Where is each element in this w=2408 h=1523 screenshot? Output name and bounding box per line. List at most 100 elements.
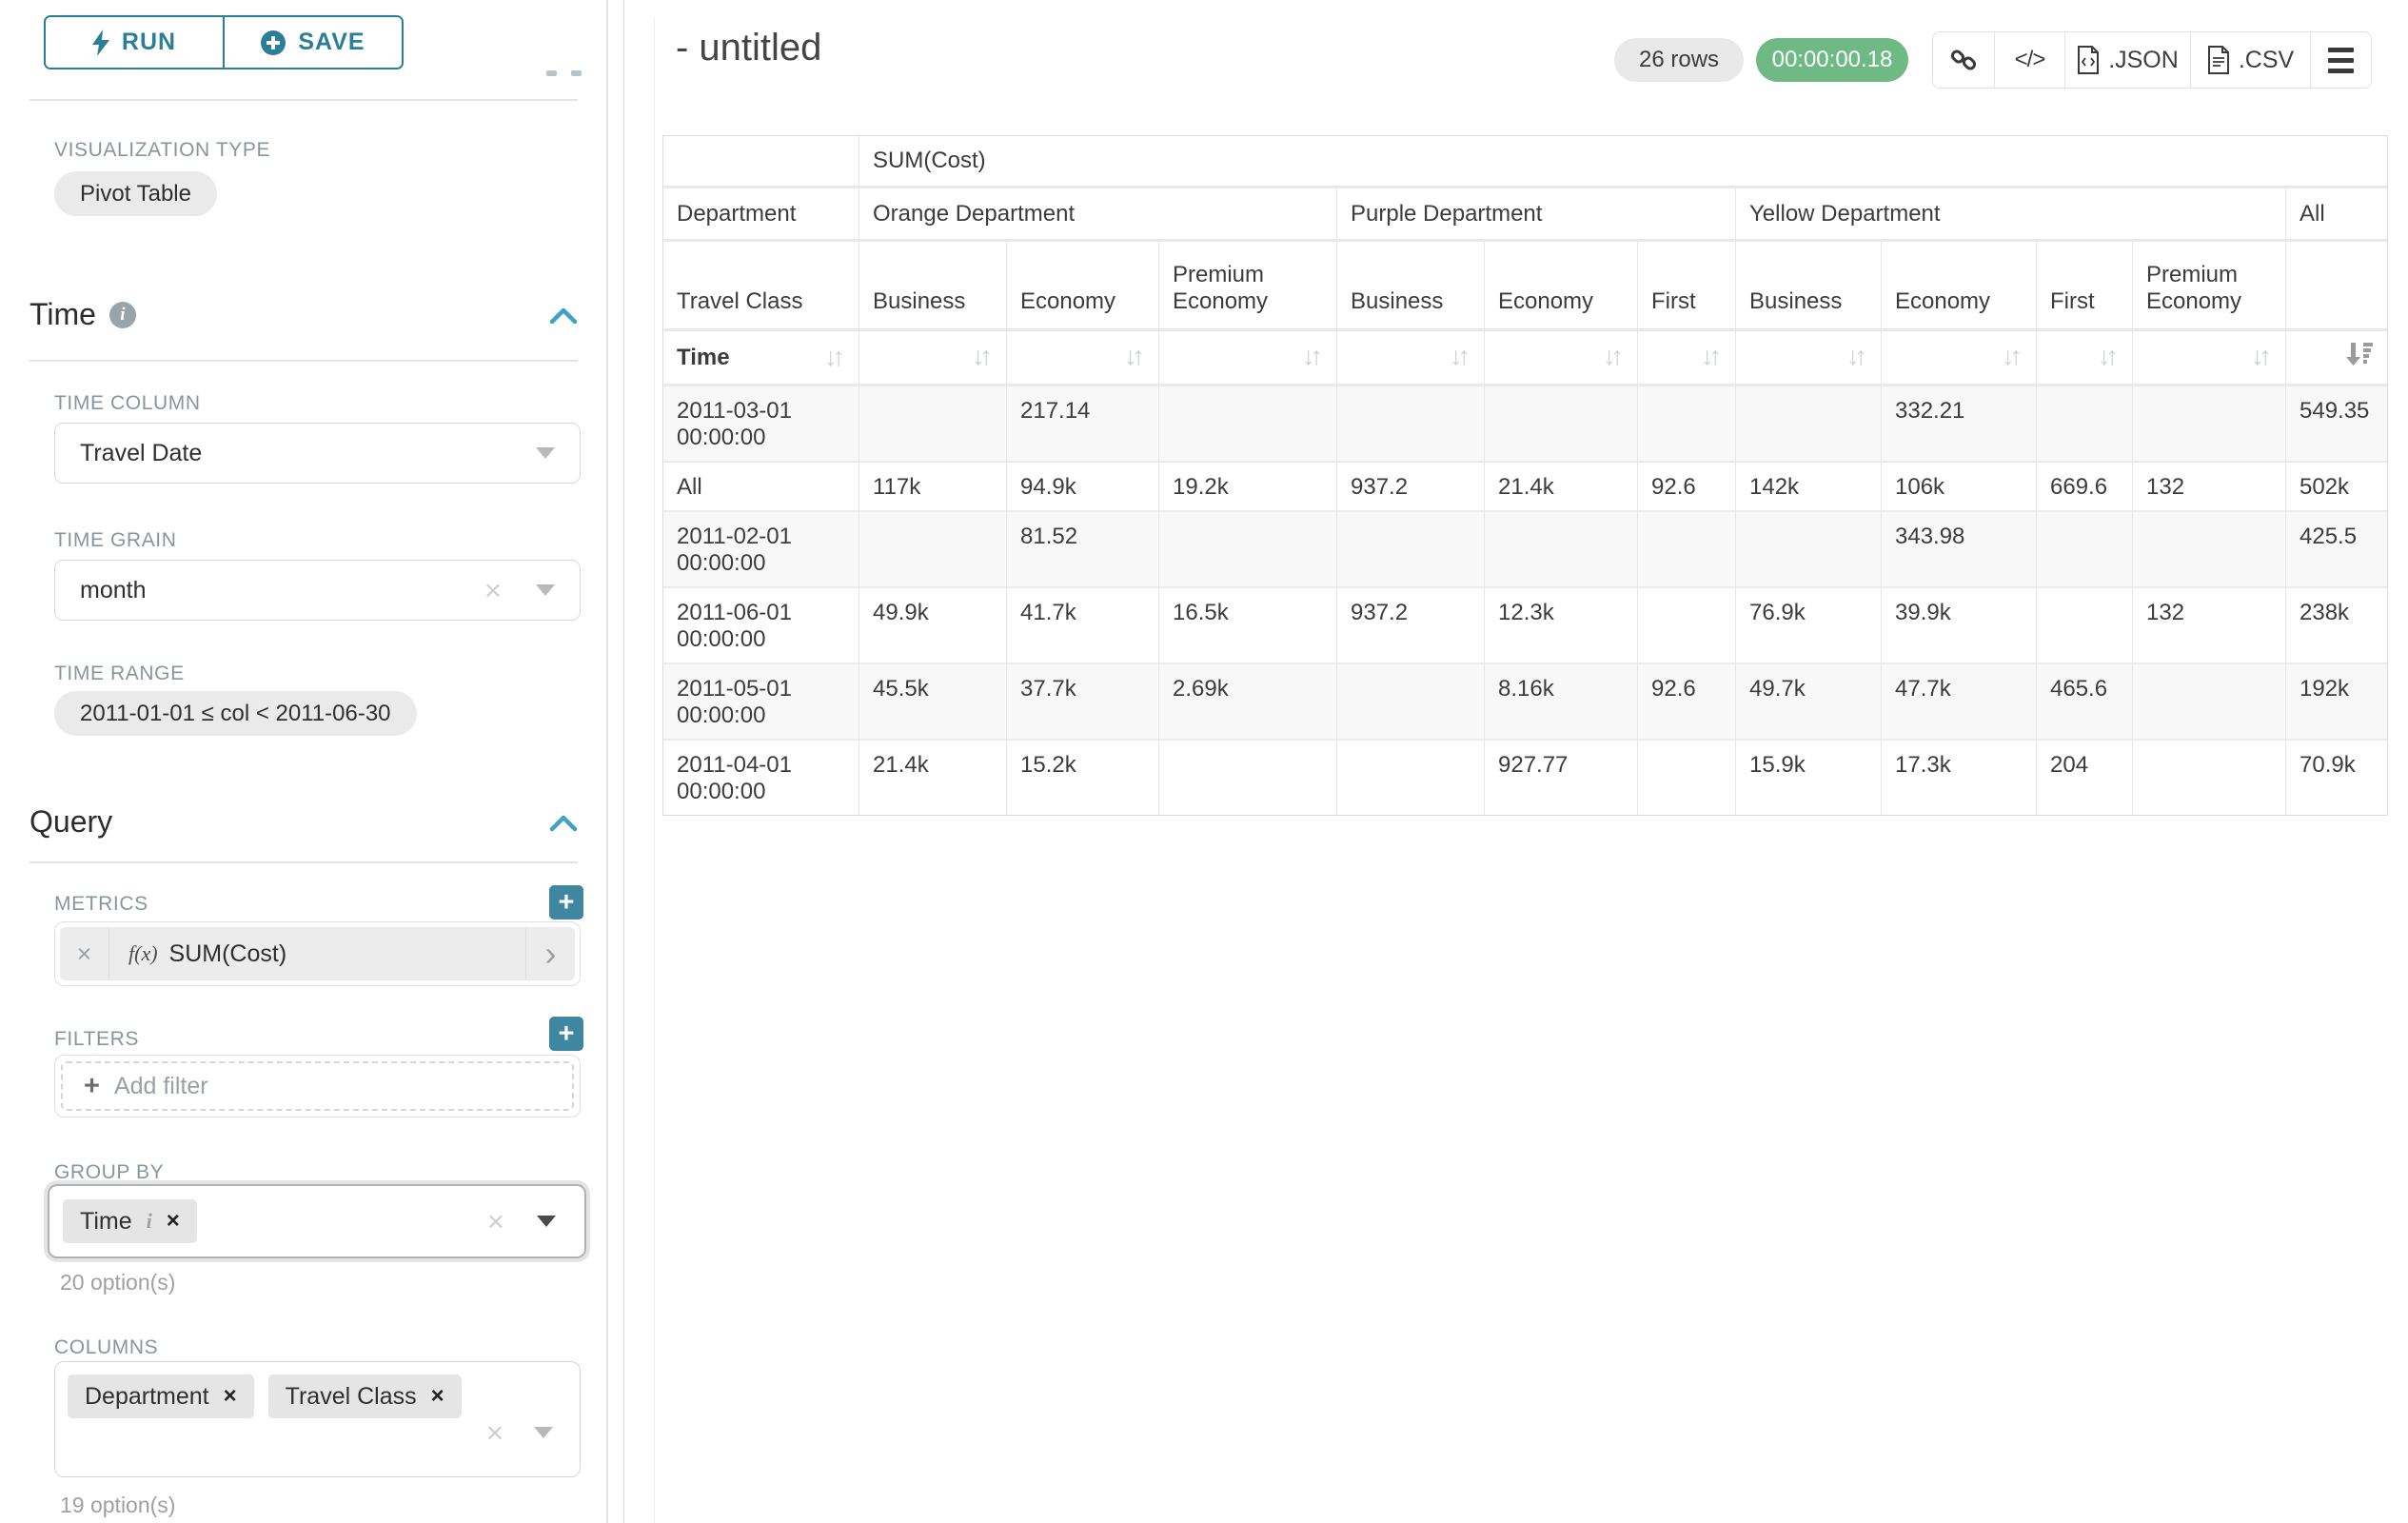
pivot-value-cell: 332.21	[1882, 386, 2037, 463]
pivot-value-cell	[1638, 386, 1736, 463]
chevron-down-icon[interactable]	[537, 1216, 556, 1227]
export-json-button[interactable]: .JSON	[2064, 32, 2190, 88]
chart-type-collapse-icon[interactable]	[571, 70, 582, 76]
selected-option-pill[interactable]: Time i ×	[63, 1199, 197, 1243]
add-filter-button[interactable]: + Add filter	[61, 1061, 574, 1111]
sort-icon[interactable]: ↓↑	[1302, 342, 1323, 370]
pivot-row-label: All	[663, 463, 859, 512]
pivot-value-cell	[1638, 741, 1736, 815]
pivot-value-cell	[2037, 386, 2133, 463]
chevron-down-icon	[536, 447, 555, 459]
divider	[30, 99, 578, 101]
metric-pill[interactable]: × f(x) SUM(Cost) ›	[60, 927, 575, 980]
pivot-value-cell	[2037, 512, 2133, 588]
sort-icon[interactable]: ↓↑	[1701, 342, 1722, 370]
clear-icon[interactable]: ×	[486, 1204, 504, 1238]
sort-icon[interactable]: ↓↑	[824, 343, 845, 371]
group-by-select[interactable]: Time i × ×	[48, 1184, 586, 1258]
info-icon: i	[146, 1209, 152, 1233]
chart-title[interactable]: - untitled	[676, 27, 822, 69]
sidebar-topbar: RUN SAVE	[0, 0, 605, 70]
pivot-value-cell: 70.9k	[2286, 741, 2387, 815]
chevron-down-icon[interactable]	[534, 1427, 553, 1439]
time-column-select[interactable]: Travel Date	[54, 423, 581, 484]
add-metric-button[interactable]: +	[549, 885, 583, 920]
pivot-travel-class-header: Premium Economy	[2133, 242, 2286, 331]
time-grain-label: TIME GRAIN	[54, 529, 177, 551]
remove-pill-icon[interactable]: ×	[430, 1383, 444, 1409]
pivot-value-cell: 425.5	[2286, 512, 2387, 588]
pivot-data-row: 2011-04-01 00:00:00 21.4k 15.2k 927.77 15.9k…	[663, 741, 2387, 815]
viz-type-pill[interactable]: Pivot Table	[54, 171, 217, 216]
columns-select[interactable]: Department × Travel Class × ×	[54, 1361, 581, 1477]
clear-icon[interactable]: ×	[484, 573, 502, 607]
chart-type-collapse-icon[interactable]	[546, 70, 557, 76]
pivot-travel-class-header: Business	[859, 242, 1007, 331]
query-section-title: Query	[30, 804, 113, 839]
pivot-value-cell: 39.9k	[1882, 588, 2037, 664]
pivot-value-cell: 8.16k	[1485, 664, 1638, 741]
csv-file-icon	[2207, 46, 2229, 74]
time-column-label: TIME COLUMN	[54, 392, 201, 414]
export-csv-button[interactable]: .CSV	[2190, 32, 2310, 88]
remove-pill-icon[interactable]: ×	[223, 1383, 237, 1409]
sort-icon[interactable]: ↓↑	[1450, 342, 1470, 370]
sort-icon[interactable]: ↓↑	[1846, 342, 1867, 370]
view-query-button[interactable]: </>	[1994, 32, 2064, 88]
pivot-table: SUM(Cost) Department Orange Department Purp…	[662, 135, 2388, 816]
pivot-value-cell	[1159, 386, 1337, 463]
run-button-label: RUN	[121, 29, 177, 55]
pivot-sort-cell: ↓↑	[859, 331, 1007, 386]
pivot-travel-class-header: Economy	[1882, 242, 2037, 331]
add-filter-plus-button[interactable]: +	[549, 1017, 583, 1051]
row-count-badge: 26 rows	[1614, 38, 1745, 82]
pivot-value-cell: 45.5k	[859, 664, 1007, 741]
clear-icon[interactable]: ×	[485, 1415, 503, 1450]
pivot-value-cell	[2133, 664, 2286, 741]
menu-button[interactable]	[2310, 32, 2371, 88]
sort-icon[interactable]: ↓↑	[1603, 342, 1624, 370]
sidebar-scrollbar[interactable]	[606, 0, 608, 1523]
pivot-value-cell	[1159, 512, 1337, 588]
run-button[interactable]: RUN	[46, 17, 223, 68]
chevron-up-icon[interactable]	[549, 814, 578, 833]
sort-icon[interactable]: ↓↑	[2098, 342, 2119, 370]
share-link-button[interactable]	[1933, 32, 1994, 88]
pill-label: Time	[80, 1207, 132, 1235]
chevron-right-icon[interactable]: ›	[525, 927, 575, 980]
time-range-pill[interactable]: 2011-01-01 ≤ col < 2011-06-30	[54, 691, 417, 736]
time-range-label: TIME RANGE	[54, 663, 185, 684]
chevron-up-icon[interactable]	[549, 307, 578, 326]
lightning-icon	[91, 29, 109, 56]
sort-icon[interactable]: ↓↑	[1124, 342, 1145, 370]
info-icon: i	[109, 301, 136, 328]
pivot-value-cell: 47.7k	[1882, 664, 2037, 741]
export-json-label: .JSON	[2108, 46, 2179, 73]
selected-option-pill[interactable]: Travel Class ×	[267, 1375, 462, 1418]
pivot-col-dimension-1: Department	[663, 188, 859, 242]
pivot-value-cell	[2133, 741, 2286, 815]
query-section-heading: Query	[30, 804, 112, 840]
save-button-label: SAVE	[298, 29, 365, 55]
pivot-value-cell: 16.5k	[1159, 588, 1337, 664]
pivot-value-cell: 549.35	[2286, 386, 2387, 463]
pivot-value-cell	[1337, 741, 1485, 815]
sort-icon[interactable]: ↓↑	[2002, 342, 2023, 370]
pivot-row-label: 2011-03-01 00:00:00	[663, 386, 859, 463]
pivot-value-cell: 21.4k	[1485, 463, 1638, 512]
selected-option-pill[interactable]: Department ×	[68, 1375, 254, 1418]
sort-desc-active-icon[interactable]	[2345, 341, 2374, 367]
pivot-sort-cell: ↓↑	[1638, 331, 1736, 386]
time-grain-select[interactable]: month ×	[54, 560, 581, 621]
time-section-heading: Time i	[30, 297, 136, 332]
remove-pill-icon[interactable]: ×	[166, 1208, 180, 1234]
pivot-department-group-header: Purple Department	[1337, 188, 1736, 242]
plus-circle-icon	[261, 30, 286, 55]
sort-icon[interactable]: ↓↑	[2251, 342, 2272, 370]
pivot-table-container: SUM(Cost) Department Orange Department Purp…	[662, 135, 2388, 816]
metric-body: f(x) SUM(Cost)	[109, 927, 525, 980]
save-button[interactable]: SAVE	[223, 17, 402, 68]
remove-metric-icon[interactable]: ×	[60, 927, 109, 980]
pivot-value-cell	[859, 512, 1007, 588]
sort-icon[interactable]: ↓↑	[972, 342, 993, 370]
